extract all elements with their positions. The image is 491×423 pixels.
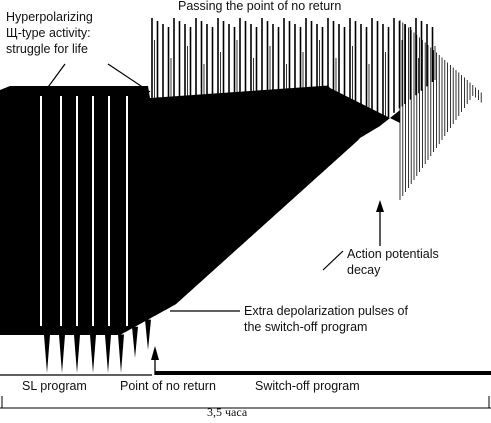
- pointer-decay: [322, 250, 344, 271]
- phase-label-sl-program: SL program: [22, 379, 87, 393]
- annotation-pointers: [42, 63, 384, 312]
- x-axis-duration-label: 3,5 часа: [207, 405, 248, 419]
- phase-label-switch-off-program: Switch-off program: [255, 379, 360, 393]
- time-axis: [0, 346, 491, 409]
- hyperpolarizing-spike: [59, 335, 65, 373]
- burst-gap: [108, 96, 110, 326]
- hyperpolarizing-spike: [132, 326, 138, 358]
- annotation-hyperpolarizing: Hyperpolarizing Щ-type activity: struggl…: [6, 10, 93, 56]
- annotation-action-potentials-decay: Action potentials decay: [347, 247, 439, 277]
- hyperpolarizing-spike: [145, 319, 151, 350]
- burst-gap: [76, 96, 78, 326]
- arrowhead-decay: [376, 200, 384, 212]
- hyperpolarizing-spike: [74, 335, 80, 373]
- membrane-potential-trace: [0, 18, 482, 373]
- arrowhead-point-of-no-return: [151, 346, 159, 360]
- burst-gap: [126, 96, 128, 326]
- hyperpolarizing-spike: [105, 335, 111, 373]
- hyperpolarizing-spike: [44, 335, 50, 373]
- phase-label-point-of-no-return: Point of no return: [120, 379, 216, 393]
- pointer-hyperpolarizing-left: [42, 63, 66, 95]
- hyperpolarizing-spike: [118, 334, 124, 373]
- burst-gap: [60, 96, 62, 326]
- annotation-passing-point: Passing the point of no return: [178, 0, 342, 13]
- hyperpolarizing-spike: [90, 335, 96, 373]
- burst-gap: [40, 96, 42, 326]
- annotation-extra-depolarization: Extra depolarization pulses of the switc…: [244, 304, 408, 334]
- pointer-hyperpolarizing-right: [107, 63, 151, 93]
- burst-gap: [92, 96, 94, 326]
